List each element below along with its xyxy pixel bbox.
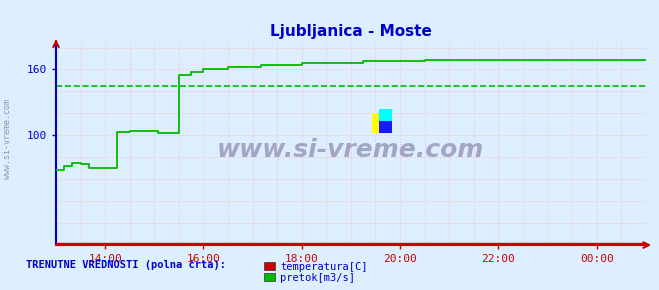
Text: www.si-vreme.com: www.si-vreme.com: [3, 99, 13, 179]
Text: TRENUTNE VREDNOSTI (polna črta):: TRENUTNE VREDNOSTI (polna črta):: [26, 260, 226, 270]
Bar: [372, 113, 386, 133]
Text: temperatura[C]: temperatura[C]: [280, 262, 368, 271]
Text: www.si-vreme.com: www.si-vreme.com: [217, 138, 484, 162]
Text: pretok[m3/s]: pretok[m3/s]: [280, 273, 355, 282]
Title: Ljubljanica - Moste: Ljubljanica - Moste: [270, 24, 432, 39]
Bar: [379, 109, 391, 123]
Bar: [379, 121, 391, 133]
